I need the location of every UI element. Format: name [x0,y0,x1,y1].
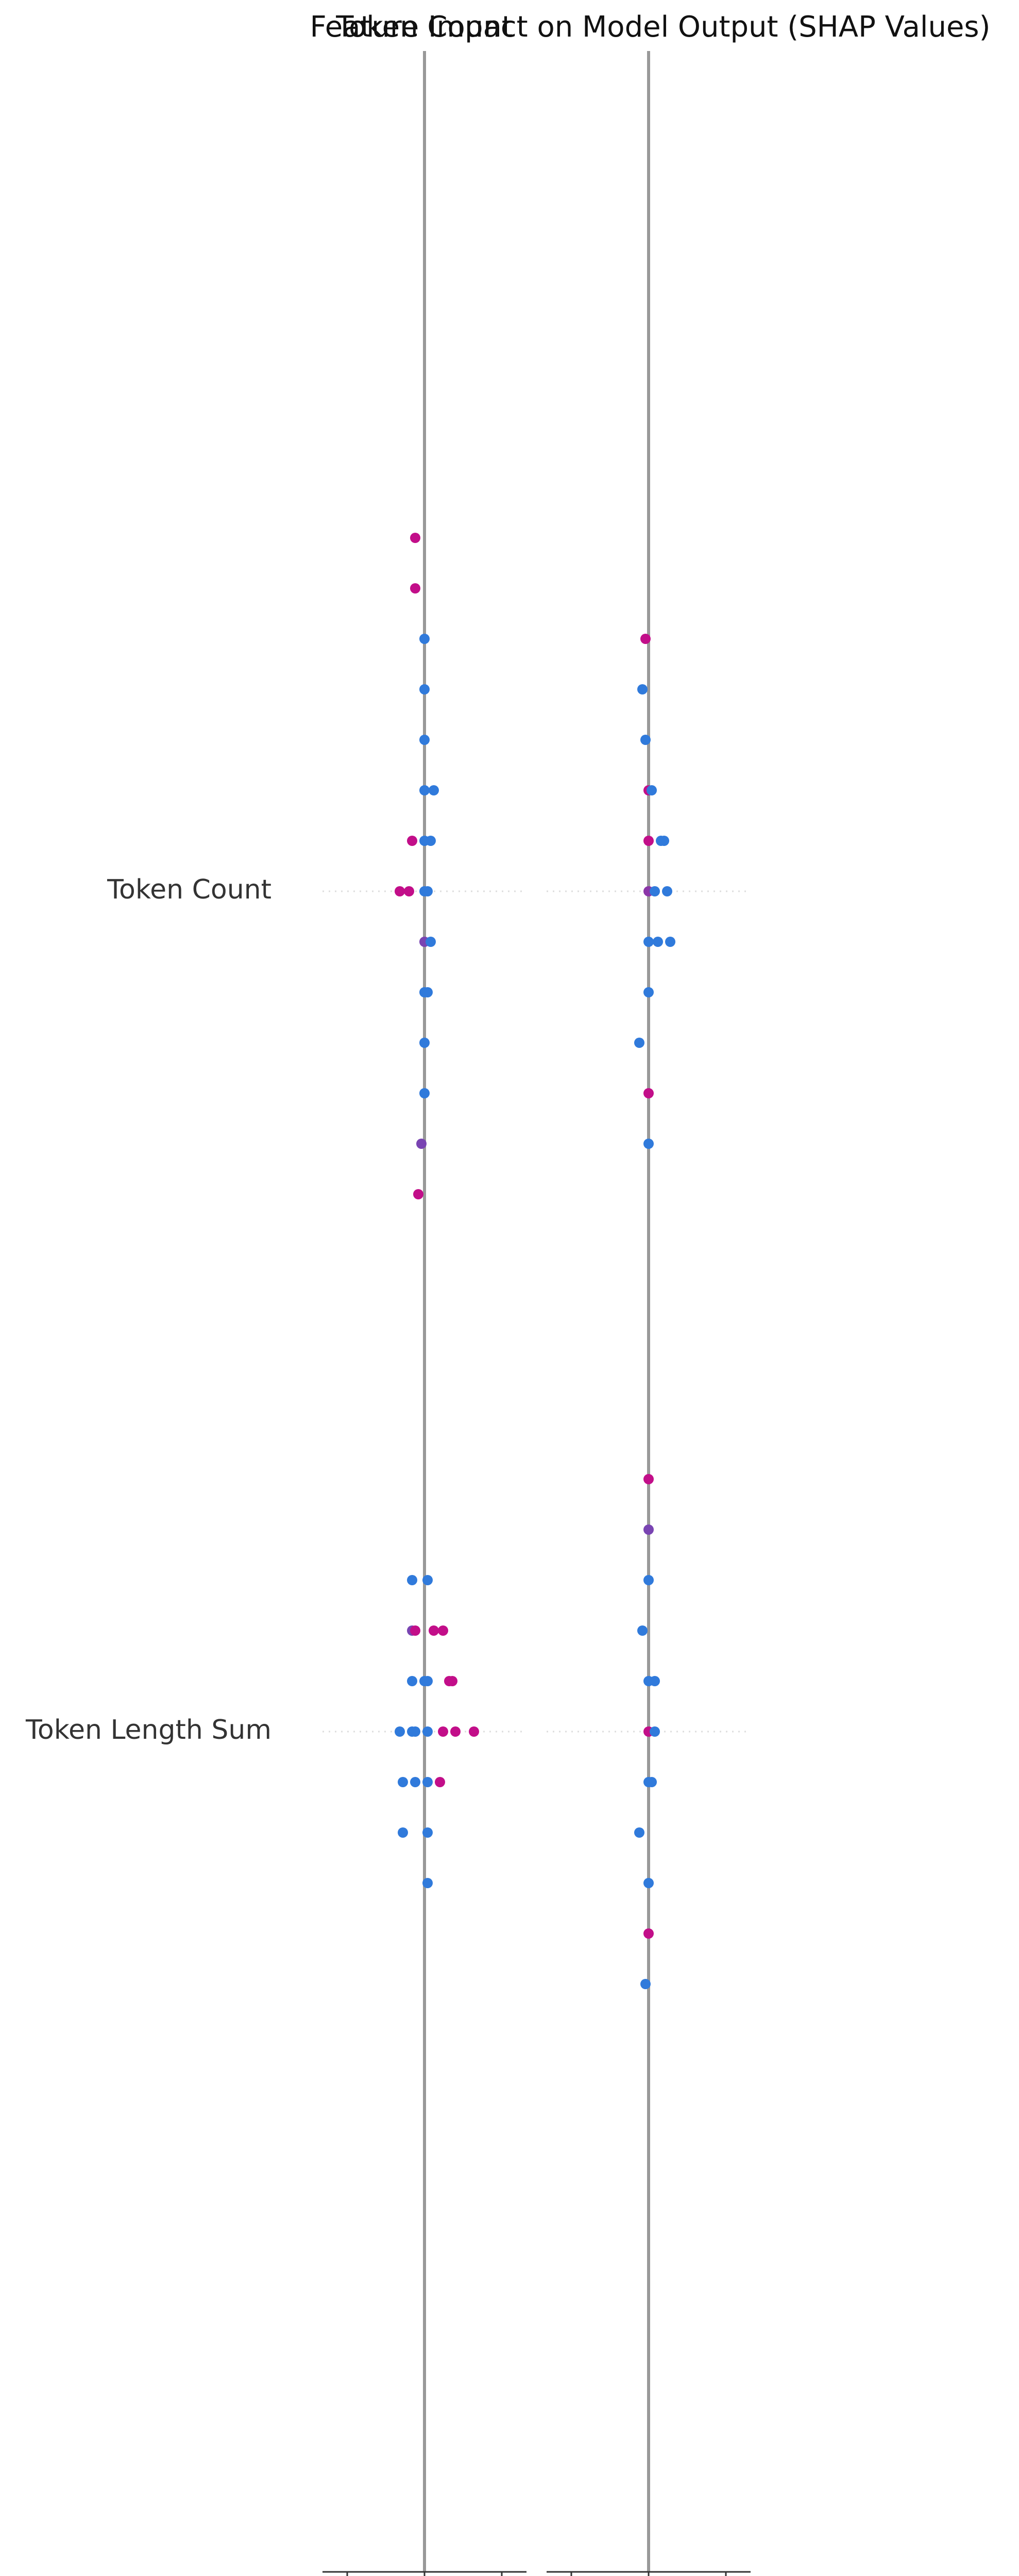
dot [643,1928,654,1939]
dot [643,1524,654,1535]
dot [419,1676,430,1686]
panel-title: Token Count [335,10,513,44]
dot [426,937,436,947]
dot [650,886,660,896]
dot [438,1625,448,1636]
chart-title: Feature Impact on Model Output (SHAP Val… [310,10,991,44]
dot [422,1827,433,1838]
dot [469,1726,479,1737]
dot [653,937,663,947]
dot [650,1676,660,1686]
dot [643,836,654,846]
feature-label: Token Length Sum [25,1715,271,1745]
dot [413,1189,423,1199]
dot [643,987,654,997]
dot [438,1726,448,1737]
dot [450,1726,461,1737]
dot [662,886,672,896]
dot [410,1726,420,1737]
dot [640,735,651,745]
dot [395,886,405,896]
dot [419,634,430,644]
dot [419,684,430,694]
dot [643,1139,654,1149]
dot [410,583,420,594]
dot [422,1575,433,1585]
dot [429,785,439,795]
dot [419,785,430,795]
dot [650,1726,660,1737]
dot [416,1139,427,1149]
dot [398,1777,408,1787]
dot [395,1726,405,1737]
dot [422,987,433,997]
dot [643,1474,654,1484]
dot [429,1625,439,1636]
dot [634,1827,644,1838]
dot [410,1777,420,1787]
dot [665,937,675,947]
dot [410,1625,420,1636]
dot [410,533,420,543]
dot [659,836,669,846]
dot [634,1038,644,1048]
dot [419,1038,430,1048]
dot [640,1979,651,1989]
dot [398,1827,408,1838]
dot [404,886,414,896]
dot [643,1878,654,1888]
dot [435,1777,445,1787]
dot [647,1777,657,1787]
dot [422,1777,433,1787]
dot [419,1088,430,1098]
dot [419,735,430,745]
dot [643,937,654,947]
dot [426,836,436,846]
dot [643,1575,654,1585]
dot [422,886,433,896]
dot [407,836,417,846]
dot [637,684,648,694]
dot [643,1088,654,1098]
dot [447,1676,457,1686]
dot [647,785,657,795]
dot [422,1878,433,1888]
feature-label: Token Count [107,874,271,905]
dot [640,634,651,644]
dot [407,1575,417,1585]
dot [422,1726,433,1737]
dot [407,1676,417,1686]
dot [637,1625,648,1636]
